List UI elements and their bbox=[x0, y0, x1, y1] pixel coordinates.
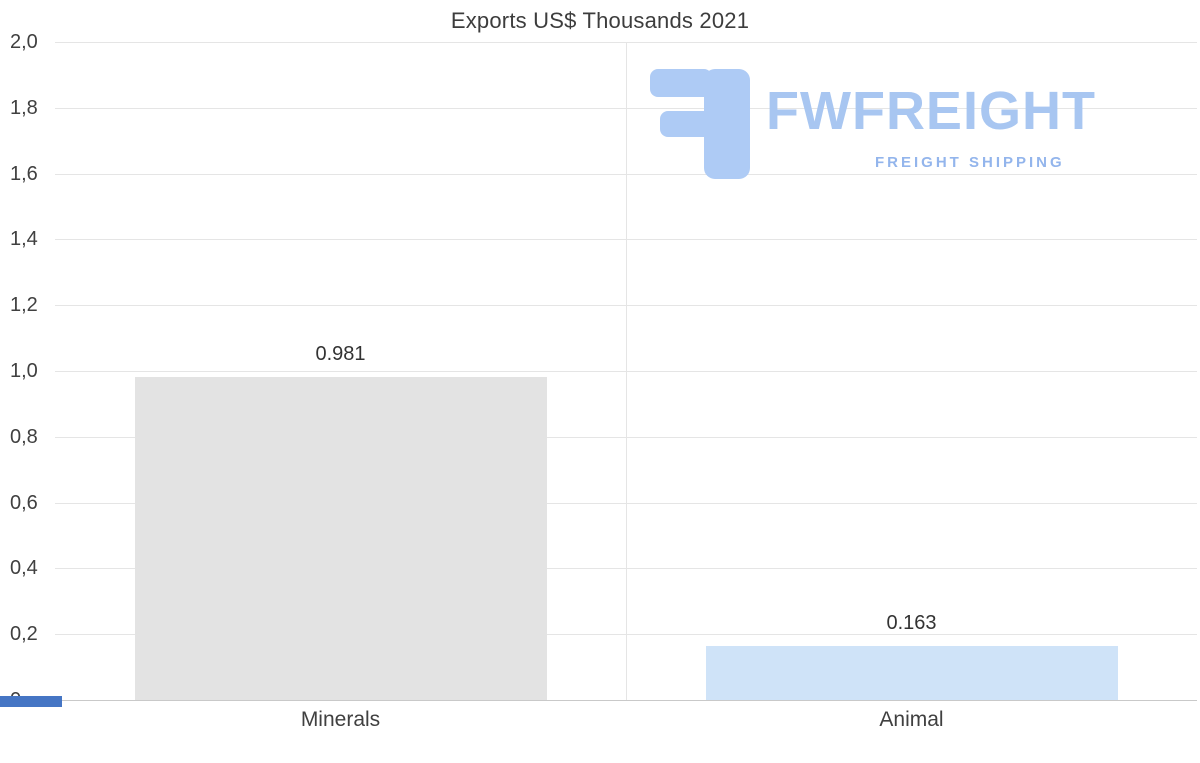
bar-animal bbox=[705, 646, 1118, 700]
y-tick-label: 1,2 bbox=[10, 294, 38, 317]
brand-watermark: FWFREIGHT FREIGHT SHIPPING bbox=[650, 68, 1160, 193]
y-tick-label: 1,0 bbox=[10, 360, 38, 382]
bar-value-label: 0.981 bbox=[315, 343, 366, 366]
y-tick-label: 0,2 bbox=[10, 623, 38, 646]
x-axis-line bbox=[55, 700, 1197, 701]
y-tick-label: 1,4 bbox=[10, 228, 38, 251]
y-tick-label: 0,6 bbox=[10, 491, 38, 514]
x-category-label: Animal bbox=[879, 708, 944, 731]
y-tick-label: 0,4 bbox=[10, 557, 38, 580]
brand-logo-icon bbox=[650, 69, 750, 179]
chart-title: Exports US$ Thousands 2021 bbox=[450, 8, 750, 33]
y-tick-label: 2,0 bbox=[10, 31, 38, 53]
brand-name: FWFREIGHT bbox=[766, 81, 1096, 141]
x-axis-accent bbox=[0, 696, 62, 707]
bar-minerals bbox=[134, 377, 547, 700]
y-tick-label: 1,8 bbox=[10, 96, 38, 119]
y-tick-label: 1,6 bbox=[10, 162, 38, 185]
brand-tagline: FREIGHT SHIPPING bbox=[875, 154, 1065, 171]
gridline-v bbox=[626, 42, 627, 700]
bar-value-label: 0.163 bbox=[886, 612, 937, 635]
y-tick-label: 0,8 bbox=[10, 425, 38, 448]
x-category-label: Minerals bbox=[300, 708, 381, 731]
